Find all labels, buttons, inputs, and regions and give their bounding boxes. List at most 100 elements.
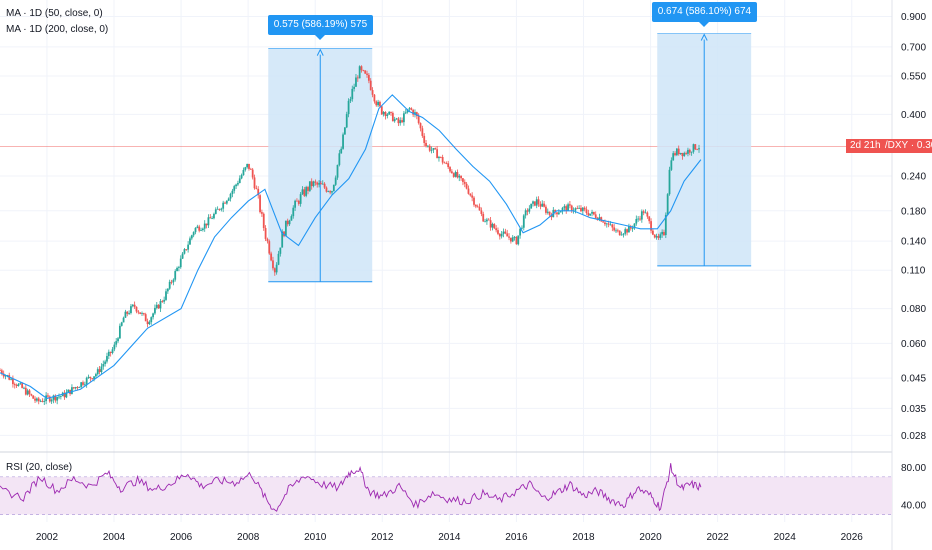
price-bar-body <box>550 214 553 218</box>
price-bar-body <box>452 173 455 177</box>
price-bar-body <box>607 223 610 225</box>
price-bar-body <box>336 164 339 178</box>
legend-ma50[interactable]: MA · 1D (50, close, 0) <box>6 8 103 19</box>
price-bar-body <box>430 149 433 151</box>
price-bar-body <box>142 313 145 315</box>
price-bar-body <box>268 241 271 254</box>
price-bar-body <box>692 144 695 152</box>
price-bar-body <box>148 322 151 325</box>
price-bar-body <box>565 206 568 211</box>
price-bar-body <box>463 181 466 184</box>
x-tick-label: 2020 <box>639 532 662 543</box>
price-bar-body <box>290 216 293 221</box>
price-bar-body <box>130 306 132 314</box>
x-tick-label: 2006 <box>170 532 193 543</box>
price-bar-body <box>59 396 62 397</box>
price-bar-body <box>157 304 160 309</box>
rsi-tick-label: 80.00 <box>901 463 926 474</box>
price-bar-body <box>559 211 562 213</box>
price-bar-body <box>194 227 197 233</box>
price-bar-body <box>364 70 367 74</box>
price-bar-body <box>421 128 424 136</box>
price-bar-body <box>504 231 507 234</box>
price-bar-body <box>331 191 333 193</box>
price-bar-body <box>332 184 335 192</box>
price-bar-body <box>117 338 119 342</box>
price-bar-body <box>524 210 527 216</box>
price-bar-body <box>393 119 396 122</box>
price-bar-body <box>220 208 223 210</box>
price-bar-body <box>423 135 426 143</box>
price-bar-body <box>655 236 658 238</box>
price-bar-body <box>47 395 49 397</box>
price-bar-body <box>629 226 632 229</box>
price-bar-body <box>663 231 665 236</box>
price-bar-body <box>428 145 431 151</box>
x-tick-label: 2024 <box>774 532 797 543</box>
price-bar-body <box>198 226 201 231</box>
price-bar-body <box>23 387 25 389</box>
price-bar-body <box>4 375 7 377</box>
price-bar-body <box>390 111 392 113</box>
y-tick-label: 0.550 <box>901 71 926 82</box>
price-bar-body <box>39 400 42 402</box>
price-bar-body <box>417 116 420 124</box>
price-bar-body <box>159 301 162 309</box>
price-bar-body <box>467 188 470 194</box>
price-bar-body <box>128 313 131 314</box>
price-bar-body <box>439 156 442 158</box>
price-bar-body <box>585 209 588 213</box>
price-bar-body <box>666 194 669 215</box>
price-bar-body <box>412 109 415 115</box>
price-bar-body <box>279 247 282 254</box>
price-bar-body <box>580 207 582 212</box>
price-bar-body <box>521 227 523 229</box>
price-bar-body <box>415 112 418 117</box>
x-tick-label: 2016 <box>505 532 528 543</box>
price-bar-body <box>628 226 630 233</box>
price-bar-body <box>497 230 499 234</box>
price-bar-body <box>237 183 239 185</box>
price-bar-body <box>211 218 214 220</box>
price-bar-body <box>118 325 121 339</box>
price-bar-body <box>652 230 654 235</box>
price-bar-body <box>312 181 315 187</box>
price-bar-body <box>43 401 46 402</box>
price-bar-body <box>598 217 601 221</box>
rsi-legend[interactable]: RSI (20, close) <box>6 462 73 473</box>
price-bar-body <box>482 213 485 222</box>
price-bar-body <box>203 223 206 229</box>
price-bar-body <box>303 189 306 196</box>
price-bar-body <box>264 228 267 239</box>
price-bar-body <box>325 187 328 192</box>
price-bar-body <box>537 199 540 205</box>
price-bar-body <box>139 312 142 314</box>
price-bar-body <box>445 163 448 164</box>
price-bar-body <box>288 220 291 225</box>
price-bar-body <box>122 317 125 323</box>
price-bar-body <box>200 229 202 231</box>
rsi-tick-label: 40.00 <box>901 501 926 512</box>
price-bar-body <box>323 183 326 188</box>
price-bar-body <box>681 152 684 157</box>
price-bar-body <box>395 118 398 120</box>
price-bar-body <box>605 223 608 225</box>
x-tick-label: 2010 <box>304 532 327 543</box>
price-bar-body <box>517 235 520 245</box>
price-bar-body <box>24 387 27 395</box>
price-bar-body <box>176 267 178 272</box>
y-tick-label: 0.045 <box>901 374 926 385</box>
price-bar-body <box>154 307 156 314</box>
price-bar-body <box>633 223 636 229</box>
y-tick-label: 0.080 <box>901 304 926 315</box>
price-bar-body <box>183 249 186 254</box>
price-bar-body <box>696 149 699 151</box>
price-bar-body <box>82 382 84 385</box>
price-bar-body <box>308 181 311 191</box>
legend-ma200[interactable]: MA · 1D (200, close, 0) <box>6 24 109 35</box>
price-bar-body <box>698 148 700 150</box>
price-bar-body <box>401 120 403 123</box>
price-bar-body <box>170 281 173 283</box>
price-bar-body <box>371 90 374 95</box>
price-bar-body <box>0 370 3 374</box>
